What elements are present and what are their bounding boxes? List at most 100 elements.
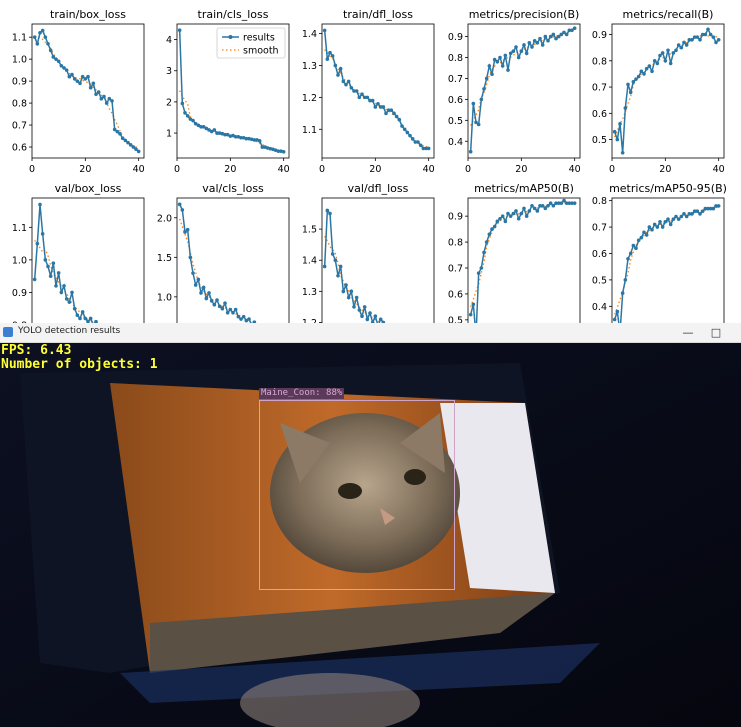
data-point [663, 58, 668, 63]
data-point [511, 49, 516, 54]
chart-title: metrics/mAP50-95(B) [609, 182, 727, 195]
y-tick-label: 2 [166, 97, 172, 108]
data-point [418, 143, 423, 148]
y-tick-label: 1.3 [302, 61, 317, 72]
data-point [215, 131, 219, 135]
y-tick-label: 0.8 [12, 99, 27, 110]
data-point [668, 61, 673, 66]
chart-title: val/box_loss [55, 182, 122, 195]
data-point [682, 212, 686, 216]
data-point [185, 227, 190, 232]
data-point [495, 219, 500, 224]
data-point [708, 206, 713, 211]
data-point [330, 252, 335, 256]
data-point [389, 108, 394, 112]
data-point [516, 55, 521, 60]
y-tick-label: 1.5 [157, 253, 172, 264]
window-title: YOLO detection results [18, 326, 121, 336]
y-tick-label: 0.5 [592, 135, 607, 146]
data-point [503, 53, 508, 58]
data-point [204, 296, 209, 301]
chart-frame [31, 197, 145, 323]
data-point [40, 28, 45, 33]
data-point [570, 201, 574, 205]
chart-frame [611, 23, 725, 159]
data-point [349, 289, 354, 294]
data-point [51, 261, 56, 265]
data-point [112, 127, 117, 132]
data-point [692, 209, 697, 214]
data-point [636, 238, 641, 243]
data-point [191, 118, 195, 123]
data-point [650, 69, 654, 74]
data-point [212, 302, 217, 307]
data-point [690, 37, 694, 42]
data-point [341, 289, 346, 294]
y-tick-label: 0.4 [592, 302, 607, 313]
data-point [532, 38, 537, 43]
data-point [199, 291, 203, 295]
data-point [183, 230, 187, 234]
data-point [94, 92, 98, 97]
app-icon [3, 327, 13, 337]
y-tick-label: 0.8 [12, 320, 27, 323]
data-point [655, 225, 660, 229]
data-point [118, 132, 122, 136]
data-point [217, 304, 222, 309]
data-point [498, 55, 502, 60]
y-tick-label: 0.5 [448, 116, 463, 127]
data-point [714, 40, 718, 45]
cat-eye-left [338, 483, 362, 499]
x-tick-label: 40 [133, 164, 145, 175]
data-point [626, 256, 630, 261]
data-point [38, 202, 42, 207]
data-point [562, 30, 566, 35]
data-point [54, 284, 58, 288]
data-point [663, 219, 668, 224]
data-point [484, 76, 489, 81]
data-point [344, 283, 348, 287]
data-point [658, 53, 662, 58]
data-point [564, 201, 569, 205]
data-point [639, 69, 644, 74]
y-tick-label: 1.1 [12, 33, 27, 44]
x-tick-label: 0 [319, 164, 325, 175]
results-line [33, 204, 99, 323]
window-titlebar[interactable]: YOLO detection results — □ [0, 323, 741, 343]
data-point [676, 43, 681, 47]
maximize-icon[interactable]: □ [710, 326, 722, 339]
data-point [426, 146, 431, 151]
data-point [684, 214, 689, 219]
minimize-icon[interactable]: — [682, 326, 694, 339]
data-point [506, 211, 510, 216]
data-point [716, 204, 721, 208]
y-tick-label: 4 [166, 35, 172, 46]
x-tick-label: 20 [224, 164, 236, 175]
data-point [96, 90, 101, 94]
legend-smooth-label: smooth [243, 46, 279, 57]
data-point [703, 32, 708, 37]
data-point [336, 73, 340, 77]
data-point [615, 309, 620, 314]
chart-frame [611, 197, 725, 323]
data-point [628, 90, 633, 95]
data-point [527, 209, 532, 213]
detection-label: Maine_Coon: 88% [259, 388, 345, 399]
data-point [368, 311, 372, 315]
data-point [479, 266, 484, 270]
data-point [408, 133, 412, 138]
data-point [35, 41, 40, 46]
data-point [556, 201, 561, 205]
data-point [365, 95, 370, 100]
chart-title: train/cls_loss [198, 8, 269, 21]
data-point [70, 290, 74, 295]
data-point [188, 255, 193, 260]
data-point [78, 81, 82, 86]
data-point [223, 301, 227, 305]
data-point [471, 302, 476, 307]
data-point [201, 285, 206, 290]
data-point [378, 105, 383, 109]
data-point [349, 86, 354, 90]
data-point [134, 147, 138, 152]
data-point [620, 291, 625, 295]
